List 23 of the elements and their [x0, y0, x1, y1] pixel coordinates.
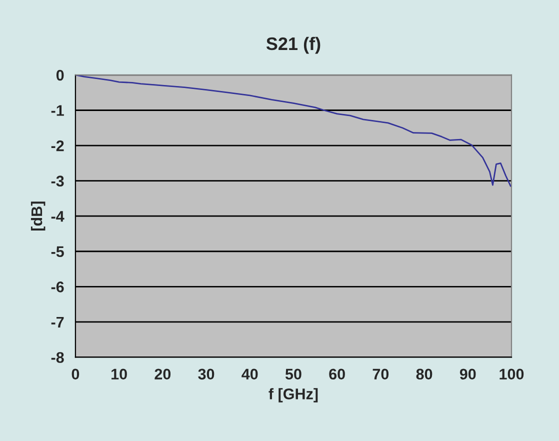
- y-tick-label: 0: [56, 70, 64, 81]
- x-axis-title: f [GHz]: [268, 388, 318, 402]
- x-tick-label: 40: [242, 368, 258, 380]
- x-tick-label: 10: [112, 368, 127, 380]
- x-tick-label: 50: [285, 368, 302, 380]
- x-tick-label: 100: [500, 368, 524, 380]
- chart-title: S21 (f): [266, 36, 320, 54]
- x-tick-label: 90: [460, 368, 476, 380]
- y-tick-label: -8: [51, 352, 64, 363]
- x-tick-label: 80: [416, 368, 432, 380]
- x-tick-label: 0: [72, 368, 80, 380]
- x-tick-label: 30: [198, 368, 214, 380]
- y-tick-label: -3: [51, 176, 64, 187]
- x-tick-label: 20: [154, 368, 171, 380]
- y-axis-title: [dB]: [30, 202, 46, 230]
- x-tick-label: 70: [372, 368, 389, 380]
- y-tick-label: -2: [51, 140, 64, 152]
- y-tick-label: -1: [51, 105, 64, 116]
- x-tick-label: 60: [329, 368, 345, 380]
- y-tick-label: -7: [51, 316, 64, 328]
- y-tick-label: -4: [51, 211, 64, 222]
- y-tick-label: -6: [51, 282, 64, 292]
- y-tick-label: -5: [51, 246, 64, 258]
